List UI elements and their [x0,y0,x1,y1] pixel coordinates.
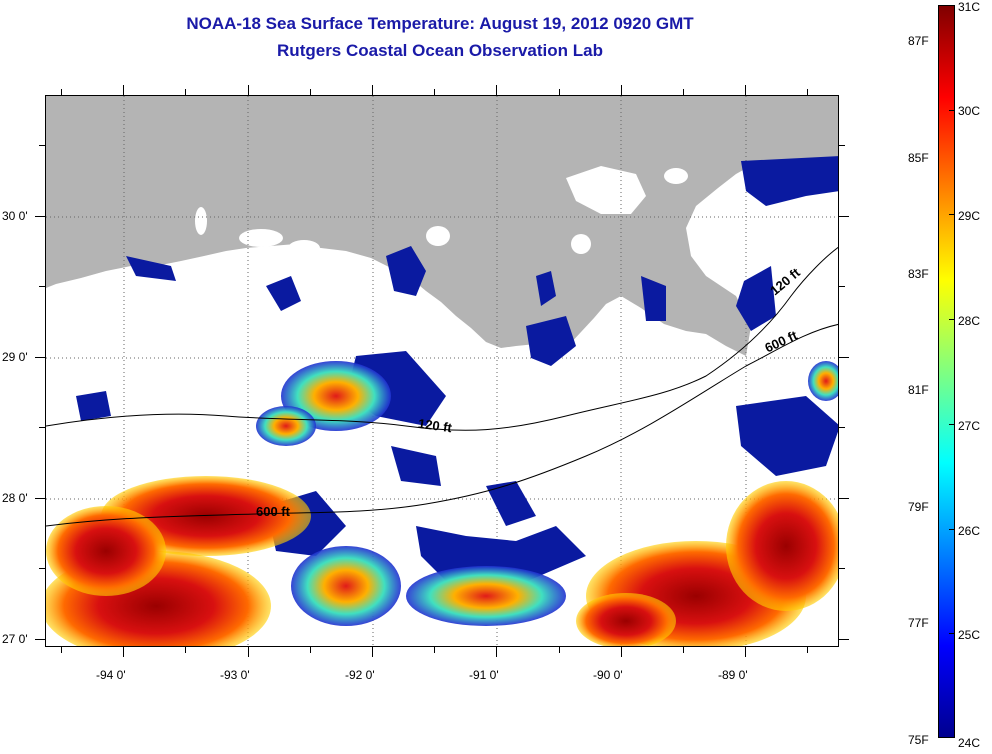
map-tick [839,215,849,217]
cb-label-87f: 87F [908,34,929,48]
lat-label-29: 29 0' [2,350,28,364]
lon-label-94: -94 0' [96,668,126,682]
map-tick [839,145,845,146]
colorbar-tick [949,214,955,216]
map-tick [123,85,125,95]
colorbar-tick [949,423,955,425]
lon-label-91: -91 0' [469,668,499,682]
map-tick [839,356,849,358]
map-tick [683,89,684,95]
map-tick [39,568,45,569]
land-mass [46,96,838,356]
map-tick [247,647,249,657]
sst-map: 120 ft 600 ft 120 ft 600 ft [45,95,839,647]
colorbar-tick [949,319,955,321]
map-tick [683,647,684,653]
map-tick [839,568,845,569]
cb-label-83f: 83F [908,267,929,281]
map-tick [558,647,560,653]
map-tick [35,638,45,640]
lon-label-93: -93 0' [220,668,250,682]
sst-warm-patches [46,361,838,646]
lakes [195,166,688,256]
map-tick [61,647,62,653]
colorbar-tick [949,109,955,111]
contour-label-600ft-west: 600 ft [256,504,290,519]
cb-label-24c: 24C [958,736,981,750]
map-tick [247,85,249,95]
sst-cold-patches [76,156,838,586]
colorbar-tick [949,737,955,738]
lon-label-92: -92 0' [345,668,375,682]
cb-label-26c: 26C [958,524,981,538]
cb-label-28c: 28C [958,314,981,328]
map-tick [620,85,622,95]
cb-label-85f: 85F [908,151,929,165]
map-tick [839,427,845,428]
map-tick [123,647,125,657]
map-tick [185,647,187,653]
lon-label-89: -89 0' [718,668,748,682]
cb-label-79f: 79F [908,500,929,514]
cb-label-30c: 30C [958,104,981,118]
map-tick [496,85,498,95]
map-tick [620,647,622,657]
map-tick [839,638,849,640]
map-title: NOAA-18 Sea Surface Temperature: August … [186,14,694,33]
lon-label-90: -90 0' [593,668,623,682]
map-tick [807,647,809,653]
cb-label-29c: 29C [958,209,981,223]
lat-label-28: 28 0' [2,491,28,505]
cb-label-81f: 81F [908,383,929,397]
cb-label-75f: 75F [908,733,929,747]
lat-label-30: 30 0' [2,209,28,223]
cb-label-27c: 27C [958,419,981,433]
map-tick [39,427,45,428]
map-tick [558,89,560,95]
map-tick [839,497,849,499]
map-tick [745,85,747,95]
map-tick [39,286,45,287]
cb-label-31c: 31C [958,0,981,14]
map-tick [309,89,311,95]
map-tick [434,647,436,653]
map-tick [309,647,311,653]
colorbar-tick [949,633,955,635]
bathymetry-contours [46,246,838,527]
cb-label-77f: 77F [908,616,929,630]
temperature-colorbar [938,5,955,738]
map-tick [39,145,45,146]
colorbar-tick [949,5,955,6]
map-tick [372,85,373,95]
map-tick [839,286,845,287]
map-tick [35,497,45,499]
map-tick [61,89,62,95]
cb-label-25c: 25C [958,628,981,642]
map-tick [745,647,747,657]
map-tick [35,356,45,358]
map-subtitle: Rutgers Coastal Ocean Observation Lab [277,41,603,60]
map-tick [185,89,187,95]
map-tick [807,89,809,95]
map-tick [35,215,45,217]
map-tick [372,647,373,657]
map-tick [434,89,436,95]
colorbar-tick [949,528,955,530]
map-tick [496,647,498,657]
lat-label-27: 27 0' [2,632,28,646]
